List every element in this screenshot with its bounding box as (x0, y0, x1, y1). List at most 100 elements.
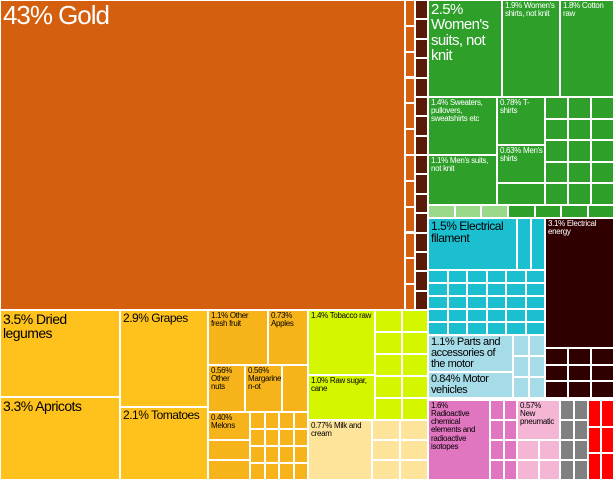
treemap-small-tile (264, 446, 279, 463)
treemap-small-tile (568, 161, 591, 184)
treemap-small-tile (588, 400, 601, 427)
treemap-tile-men-s-shirts: 0.63% Men's shirts (497, 145, 545, 183)
treemap-small-tile (503, 420, 517, 440)
treemap-tile-other-fresh-fruit: 1.1% Other fresh fruit (208, 310, 268, 365)
treemap-small-tile (405, 77, 415, 104)
treemap-small-tile (513, 356, 529, 377)
treemap-small-tile (545, 348, 568, 365)
treemap-small-tile (428, 283, 448, 296)
treemap-small-tile (293, 412, 308, 429)
treemap-small-tile (415, 96, 428, 117)
tile-label: 0.73% Apples (271, 311, 294, 329)
tile-label: 1.4% Sweaters, pullovers, sweatshirts et… (431, 98, 483, 124)
treemap-small-tile (415, 213, 428, 233)
treemap-small-tile (587, 205, 614, 218)
treemap-small-tile (503, 460, 517, 480)
treemap-small-tile (405, 0, 415, 26)
treemap-tile-electrical-energy: 3.1% Electrical energy (545, 218, 614, 348)
treemap-small-tile (513, 377, 529, 398)
treemap-small-tile (538, 440, 560, 460)
treemap-small-tile (372, 460, 400, 480)
treemap-small-tile (467, 309, 487, 322)
tile-label: 3.5% Dried legumes (3, 311, 67, 342)
treemap-small-tile (264, 412, 279, 429)
treemap-tile-tobacco-raw: 1.4% Tobacco raw (308, 310, 375, 375)
treemap-small-tile (560, 460, 574, 480)
treemap-tile-women-s-suits-not-knit: 2.5% Women's suits, not knit (428, 0, 502, 97)
tile-label: 2.9% Grapes (123, 311, 188, 325)
treemap-small-tile (506, 309, 526, 322)
treemap-small-tile (490, 420, 504, 440)
treemap-small-tile (401, 398, 428, 420)
tile-label: 1.9% Women's shirts, not knit (505, 1, 555, 19)
treemap-tile-dried-legumes: 3.5% Dried legumes (0, 310, 120, 397)
treemap-small-tile (400, 460, 428, 480)
treemap-small-tile (525, 309, 545, 322)
treemap-small-tile (372, 420, 400, 440)
tile-label: 3.3% Apricots (3, 398, 82, 414)
treemap-small-tile (428, 309, 448, 322)
treemap-small-tile (574, 460, 588, 480)
treemap-small-tile (591, 97, 614, 119)
treemap-small-tile (467, 296, 487, 309)
treemap-small-tile (293, 446, 308, 463)
treemap-small-tile (545, 161, 568, 184)
treemap-tile-t-shirts: 0.78% T-shirts (497, 97, 545, 145)
treemap-small-tile (601, 426, 614, 454)
treemap-small-tile (405, 25, 415, 52)
treemap-small-tile (264, 429, 279, 446)
tile-label: 3.1% Electrical energy (548, 219, 597, 237)
treemap-small-tile (405, 180, 415, 207)
treemap-tile-radioactive-chemical-elements-and-radioactive-isotopes: 1.6% Radioactive chemical elements and r… (428, 400, 490, 480)
tile-label: 0.56% Other nuts (211, 366, 233, 392)
treemap-small-tile (503, 400, 517, 420)
treemap-small-tile (415, 19, 428, 39)
treemap-small-tile (447, 322, 467, 335)
tile-label: 1.1% Men's suits, not knit (431, 156, 489, 174)
treemap-small-tile (208, 440, 250, 460)
treemap-small-tile (447, 296, 467, 309)
treemap-small-tile (428, 270, 448, 283)
treemap-small-tile (447, 270, 467, 283)
treemap-small-tile (525, 322, 545, 335)
treemap-small-tile (250, 429, 265, 446)
treemap-small-tile (279, 446, 294, 463)
tile-label: 0.78% T-shirts (500, 98, 530, 116)
treemap-small-tile (486, 270, 506, 283)
tile-label: 43% Gold (3, 0, 110, 30)
treemap-small-tile (591, 183, 614, 205)
treemap-small-tile (568, 348, 591, 365)
treemap-small-tile (591, 381, 614, 398)
treemap-small-tile (529, 335, 545, 356)
treemap-small-tile (405, 51, 415, 78)
treemap-tile-parts-and-accessories-of-the-motor: 1.1% Parts and accessories of the motor (428, 335, 513, 372)
treemap-small-tile (545, 97, 568, 119)
treemap-small-tile (525, 283, 545, 296)
treemap-small-tile (525, 296, 545, 309)
treemap-small-tile (560, 420, 574, 440)
treemap-tile-margarine-n-ot: 0.56% Margarine, n-ot (245, 365, 282, 412)
treemap-small-tile (506, 296, 526, 309)
treemap-small-tile (264, 463, 279, 480)
tile-label: 0.77% Milk and cream (311, 421, 362, 439)
treemap-small-tile (405, 206, 415, 233)
treemap-tile-women-s-shirts-not-knit: 1.9% Women's shirts, not knit (502, 0, 560, 97)
treemap-tile-raw-sugar-cane: 1.0% Raw sugar, cane (308, 375, 375, 420)
tile-label: 1.0% Raw sugar, cane (311, 376, 367, 394)
tile-label: 2.1% Tomatoes (123, 408, 200, 422)
treemap-small-tile (401, 310, 428, 332)
treemap-small-tile (561, 205, 588, 218)
treemap-tile-tomatoes: 2.1% Tomatoes (120, 407, 208, 480)
treemap-small-tile (208, 460, 250, 480)
tile-label: 1.4% Tobacco raw (311, 311, 372, 320)
treemap-small-tile (400, 440, 428, 460)
treemap-small-tile (568, 381, 591, 398)
treemap-small-tile (415, 174, 428, 194)
treemap-tile-melons: 0.40% Melons (208, 412, 250, 440)
treemap-small-tile (401, 354, 428, 376)
treemap-small-tile (591, 118, 614, 141)
treemap-small-tile (591, 348, 614, 365)
treemap-small-tile (591, 161, 614, 184)
treemap-small-tile (517, 460, 539, 480)
treemap-small-tile (568, 183, 591, 205)
